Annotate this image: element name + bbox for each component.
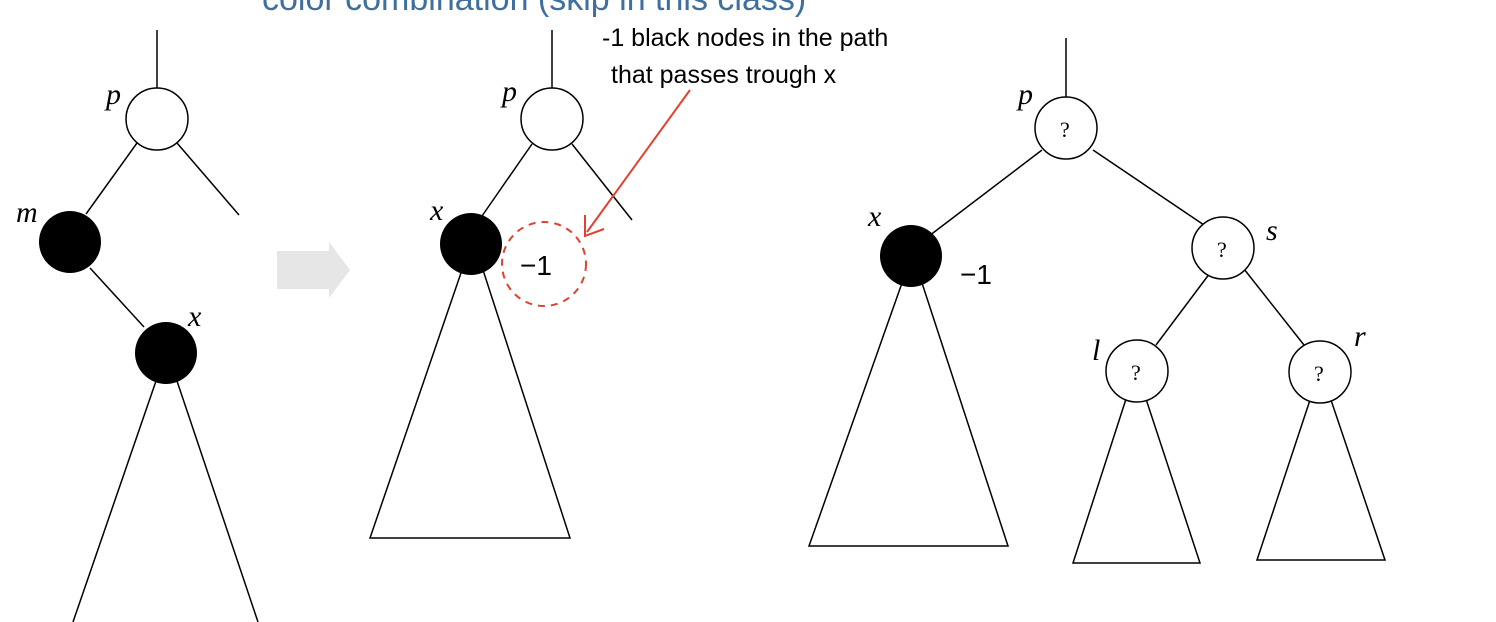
- left-node-x: [135, 322, 197, 384]
- right-x-subtree: [807, 282, 1010, 547]
- middle-tree: [368, 30, 633, 539]
- right-r-color-mark: ?: [1314, 361, 1324, 386]
- right-p-color-mark: ?: [1060, 117, 1070, 142]
- right-l-color-mark: ?: [1131, 360, 1141, 385]
- slide-heading: color combination (skip in this class): [262, 0, 806, 18]
- right-label-p: p: [1016, 78, 1033, 111]
- right-tree: [807, 38, 1387, 564]
- right-r-subtree: [1255, 399, 1387, 561]
- middle-label-x: x: [429, 194, 444, 227]
- left-p-right-edge: [176, 142, 240, 216]
- annotation-line-1: -1 black nodes in the path: [602, 24, 888, 52]
- left-m-x-edge: [89, 267, 145, 328]
- deficit-highlight-circle: [501, 221, 587, 307]
- right-s-r-edge: [1243, 268, 1305, 346]
- middle-deficit-mark: −1: [520, 250, 552, 281]
- middle-label-p: p: [500, 75, 517, 108]
- right-s-color-mark: ?: [1217, 237, 1227, 262]
- right-node-p: [1034, 96, 1098, 160]
- right-label-l: l: [1092, 334, 1100, 367]
- left-label-p: p: [104, 78, 121, 111]
- left-p-m-edge: [85, 142, 138, 215]
- right-label-s: s: [1266, 214, 1278, 247]
- left-subtree-left-side: [72, 380, 157, 622]
- right-node-r: [1288, 340, 1352, 404]
- right-s-l-edge: [1155, 272, 1211, 346]
- left-tree: [72, 30, 259, 622]
- middle-p-right-edge: [571, 143, 633, 221]
- left-label-m: m: [16, 196, 38, 229]
- left-label-x: x: [187, 300, 202, 333]
- annotation-line-2: that passes trough x: [611, 61, 837, 89]
- right-node-l: [1105, 339, 1169, 403]
- middle-x-subtree: [368, 269, 572, 539]
- right-node-s: [1191, 216, 1255, 280]
- middle-node-p: [520, 87, 584, 151]
- right-label-r: r: [1354, 320, 1366, 353]
- right-node-x: [880, 225, 942, 287]
- middle-p-x-edge: [481, 143, 533, 217]
- left-node-m: [39, 211, 101, 273]
- red-arrow-icon: [584, 89, 691, 238]
- left-node-p: [125, 87, 189, 151]
- right-arrow-icon: [277, 242, 350, 298]
- middle-node-x: [440, 213, 502, 275]
- right-label-x: x: [867, 200, 882, 233]
- left-subtree-right-side: [176, 380, 259, 622]
- right-p-s-edge: [1092, 149, 1205, 226]
- right-p-x-edge: [928, 149, 1043, 237]
- right-deficit-mark: −1: [960, 259, 992, 290]
- right-l-subtree: [1071, 398, 1202, 564]
